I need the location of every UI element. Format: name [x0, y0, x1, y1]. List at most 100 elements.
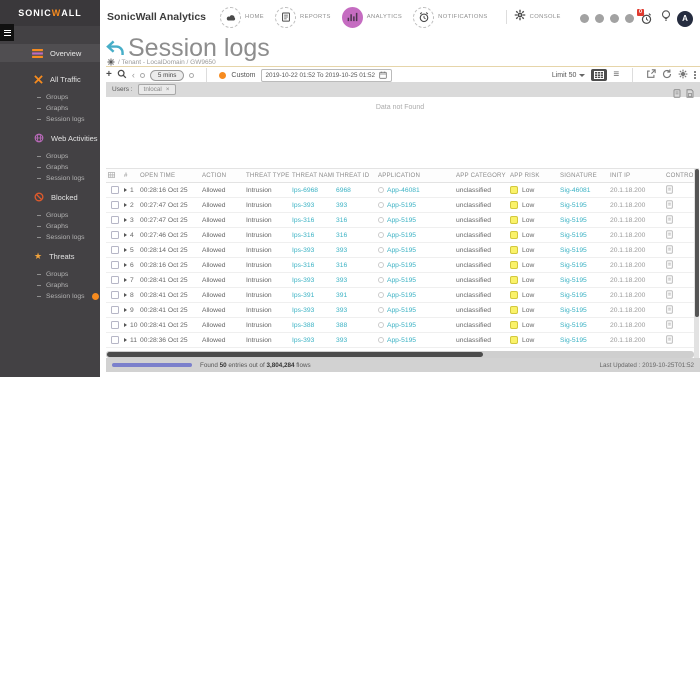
save-icon[interactable]: [686, 85, 694, 103]
table-row[interactable]: 2 00:27:47 Oct 25 Allowed Intrusion Ips-…: [106, 198, 694, 213]
grid-view-toggle[interactable]: [591, 69, 608, 81]
row-expander-icon[interactable]: [124, 263, 127, 267]
row-checkbox[interactable]: [111, 246, 119, 254]
gear-icon[interactable]: [678, 66, 688, 84]
vertical-scrollbar-thumb[interactable]: [694, 169, 699, 318]
row-checkbox[interactable]: [111, 291, 119, 299]
sidebar-item-web-activities[interactable]: Web Activities: [0, 131, 100, 145]
sidebar-item-session-logs[interactable]: Session logs: [0, 114, 100, 125]
kebab-menu-icon[interactable]: [694, 70, 696, 80]
avatar[interactable]: A: [677, 10, 693, 27]
row-detail-icon[interactable]: [666, 199, 673, 211]
row-expander-icon[interactable]: [124, 203, 127, 207]
row-detail-icon[interactable]: [666, 289, 673, 301]
cell-threat-name-link[interactable]: Ips-388: [292, 321, 315, 329]
cell-application-link[interactable]: App-5195: [387, 321, 417, 329]
cell-application-link[interactable]: App-5195: [387, 291, 417, 299]
nav-home[interactable]: HOME: [220, 6, 264, 28]
tips-button[interactable]: [661, 9, 671, 28]
cell-threat-name-link[interactable]: Ips-316: [292, 261, 315, 269]
table-row[interactable]: 3 00:27:47 Oct 25 Allowed Intrusion Ips-…: [106, 213, 694, 228]
bookmark-icon[interactable]: [673, 85, 681, 103]
row-checkbox[interactable]: [111, 231, 119, 239]
cell-application-link[interactable]: App-5195: [387, 306, 417, 314]
select-all-header[interactable]: [106, 171, 122, 180]
list-view-toggle[interactable]: ≡: [613, 69, 620, 80]
table-row[interactable]: 7 00:28:41 Oct 25 Allowed Intrusion Ips-…: [106, 273, 694, 288]
cell-signature-link[interactable]: Sig-46081: [560, 186, 591, 194]
sidebar-item-graphs[interactable]: Graphs: [0, 103, 100, 114]
row-detail-icon[interactable]: [666, 184, 673, 196]
cell-threat-id-link[interactable]: 393: [336, 201, 348, 209]
table-row[interactable]: 11 00:28:36 Oct 25 Allowed Intrusion Ips…: [106, 333, 694, 348]
limit-dropdown[interactable]: Limit 50: [552, 72, 586, 79]
sidebar-item-groups[interactable]: Groups: [0, 269, 100, 280]
sidebar-item-groups[interactable]: Groups: [0, 151, 100, 162]
date-range-input[interactable]: 2019-10-22 01:52 To 2019-10-25 01:52: [260, 68, 392, 82]
status-dot-4[interactable]: [625, 14, 634, 23]
table-row[interactable]: 10 00:28:41 Oct 25 Allowed Intrusion Ips…: [106, 318, 694, 333]
row-detail-icon[interactable]: [666, 244, 673, 256]
table-row[interactable]: 4 00:27:46 Oct 25 Allowed Intrusion Ips-…: [106, 228, 694, 243]
column-header-init-ip[interactable]: INIT IP: [610, 172, 631, 179]
row-checkbox[interactable]: [111, 306, 119, 314]
cell-threat-name-link[interactable]: Ips-316: [292, 216, 315, 224]
column-header-threat-type[interactable]: THREAT TYPE: [246, 172, 290, 179]
cell-signature-link[interactable]: Sig-5195: [560, 336, 587, 344]
table-row[interactable]: 6 00:28:16 Oct 25 Allowed Intrusion Ips-…: [106, 258, 694, 273]
row-detail-icon[interactable]: [666, 304, 673, 316]
cell-threat-name-link[interactable]: Ips-393: [292, 276, 315, 284]
refresh-icon[interactable]: [662, 66, 672, 84]
row-checkbox[interactable]: [111, 261, 119, 269]
cell-application-link[interactable]: App-5195: [387, 201, 417, 209]
cell-threat-id-link[interactable]: 316: [336, 216, 348, 224]
cell-signature-link[interactable]: Sig-5195: [560, 306, 587, 314]
sidebar-item-overview[interactable]: Overview: [0, 44, 100, 62]
row-detail-icon[interactable]: [666, 319, 673, 331]
row-detail-icon[interactable]: [666, 259, 673, 271]
cell-threat-name-link[interactable]: Ips-393: [292, 246, 315, 254]
cell-signature-link[interactable]: Sig-5195: [560, 216, 587, 224]
status-dot-1[interactable]: [580, 14, 589, 23]
search-icon[interactable]: [117, 66, 127, 84]
cell-threat-id-link[interactable]: 316: [336, 231, 348, 239]
cell-threat-name-link[interactable]: Ips-391: [292, 291, 315, 299]
row-checkbox[interactable]: [111, 216, 119, 224]
column-header-app-risk[interactable]: APP RISK: [510, 172, 540, 179]
sidebar-item-session-logs[interactable]: Session logs: [0, 232, 100, 243]
cell-threat-id-link[interactable]: 316: [336, 261, 348, 269]
row-checkbox[interactable]: [111, 321, 119, 329]
cell-signature-link[interactable]: Sig-5195: [560, 261, 587, 269]
cell-application-link[interactable]: App-46081: [387, 186, 420, 194]
column-header-app-category[interactable]: APP CATEGORY: [456, 172, 506, 179]
cell-threat-id-link[interactable]: 393: [336, 276, 348, 284]
row-expander-icon[interactable]: [124, 248, 127, 252]
table-row[interactable]: 8 00:28:41 Oct 25 Allowed Intrusion Ips-…: [106, 288, 694, 303]
sidebar-item-blocked[interactable]: Blocked: [0, 190, 100, 204]
cell-threat-name-link[interactable]: Ips-393: [292, 201, 315, 209]
cell-signature-link[interactable]: Sig-5195: [560, 321, 587, 329]
row-checkbox[interactable]: [111, 336, 119, 344]
table-row[interactable]: 5 00:28:14 Oct 25 Allowed Intrusion Ips-…: [106, 243, 694, 258]
cell-threat-name-link[interactable]: Ips-393: [292, 306, 315, 314]
cell-threat-id-link[interactable]: 393: [336, 336, 348, 344]
row-expander-icon[interactable]: [124, 338, 127, 342]
cell-signature-link[interactable]: Sig-5195: [560, 231, 587, 239]
sidebar-item-graphs[interactable]: Graphs: [0, 280, 100, 291]
row-detail-icon[interactable]: [666, 274, 673, 286]
table-row[interactable]: 9 00:28:41 Oct 25 Allowed Intrusion Ips-…: [106, 303, 694, 318]
cell-application-link[interactable]: App-5195: [387, 261, 417, 269]
cell-application-link[interactable]: App-5195: [387, 231, 417, 239]
nav-notifications[interactable]: NOTIFICATIONS: [413, 6, 488, 28]
horizontal-scrollbar[interactable]: [106, 351, 694, 358]
cell-threat-id-link[interactable]: 393: [336, 246, 348, 254]
nav-reports[interactable]: REPORTS: [275, 6, 331, 28]
sidebar-item-session-logs[interactable]: Session logs: [0, 173, 100, 184]
cell-threat-id-link[interactable]: 391: [336, 291, 348, 299]
interval-pill[interactable]: 5 mins: [149, 69, 185, 81]
cell-signature-link[interactable]: Sig-5195: [560, 291, 587, 299]
playback-dot-icon-2[interactable]: [189, 72, 195, 78]
row-checkbox[interactable]: [111, 201, 119, 209]
row-checkbox[interactable]: [111, 186, 119, 194]
row-detail-icon[interactable]: [666, 334, 673, 346]
